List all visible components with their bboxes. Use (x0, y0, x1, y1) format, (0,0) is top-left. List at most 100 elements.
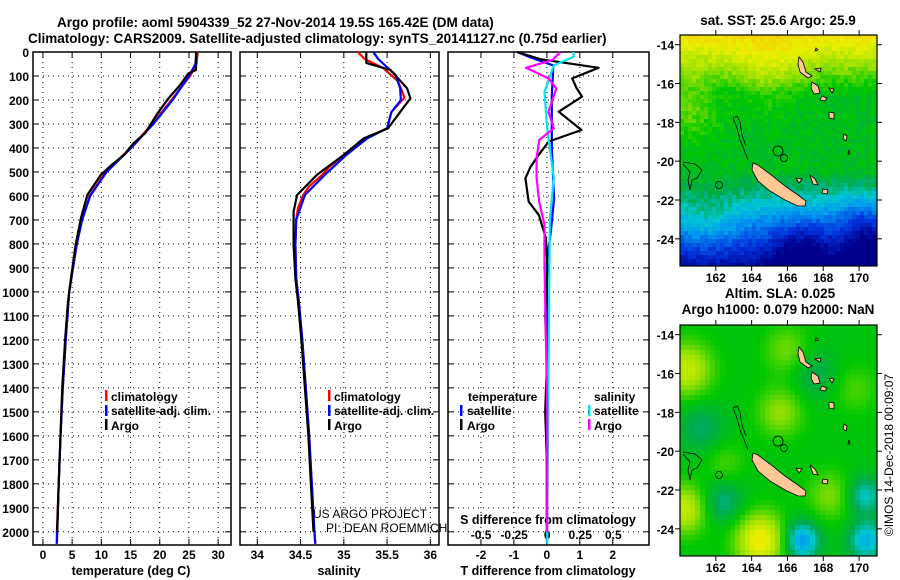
series-argo (56, 52, 198, 532)
sla-map-subtitle: Argo h1000: 0.079 h2000: NaN (682, 302, 875, 317)
lat-tick-label: -16 (657, 78, 675, 92)
depth-tick-label: 1000 (2, 286, 29, 300)
legend-swatch-s-argo (588, 419, 591, 430)
legend-label-argo: Argo (334, 419, 362, 433)
series-t-argo (516, 50, 600, 532)
island-landmass (819, 385, 828, 392)
x-tick-label: 35.5 (375, 548, 399, 562)
reef-outline (715, 471, 723, 479)
x-tick-label: 35 (337, 548, 351, 562)
island-landmass (751, 162, 807, 207)
lon-tick-label: 164 (742, 271, 762, 285)
island-landmass (809, 463, 819, 476)
island-landmass (810, 81, 821, 95)
lon-tick-label: 162 (706, 561, 726, 575)
legend-swatch-climatology (105, 390, 108, 401)
lon-tick-label: 162 (706, 271, 726, 285)
lon-tick-label: 168 (813, 561, 833, 575)
series-argo (292, 52, 412, 532)
copyright-stamp: ©IMOS 14-Dec-2018 00:09:07 (882, 374, 896, 537)
x-tick-label: -2 (476, 548, 487, 562)
series-satellite-adj-clim (55, 51, 198, 544)
depth-tick-label: 600 (9, 190, 29, 204)
lat-tick-label: -20 (657, 155, 675, 169)
island-landmass (797, 346, 813, 369)
lat-tick-label: -22 (657, 194, 675, 208)
reef-outline (772, 145, 784, 157)
x-tick-label: -1 (509, 548, 520, 562)
depth-tick-label: 1800 (2, 478, 29, 492)
lon-tick-label: 164 (742, 561, 762, 575)
x-tick-label: 20 (153, 548, 167, 562)
lat-tick-label: -22 (657, 484, 675, 498)
lat-tick-label: -20 (657, 445, 675, 459)
plot-frame (32, 51, 232, 546)
depth-tick-label: 1700 (2, 454, 29, 468)
legend-label-s-satellite: satellite (594, 404, 639, 418)
t-difference-axis-label: T difference from climatology (460, 564, 635, 578)
depth-tick-label: 0 (22, 46, 29, 60)
reef-outline (772, 435, 784, 447)
sla-map-heatmap (680, 325, 877, 556)
s-tick-label: 0.5 (605, 528, 622, 542)
x-tick-label: 1 (576, 548, 583, 562)
island-landmass (813, 357, 822, 363)
depth-tick-label: 2000 (2, 526, 29, 540)
lat-tick-label: -18 (657, 116, 675, 130)
series-s-satellite (543, 52, 575, 544)
depth-tick-label: 800 (9, 238, 29, 252)
reef-outline (732, 115, 749, 161)
lon-tick-label: 166 (777, 271, 797, 285)
sst-map-heatmap (680, 35, 877, 266)
lon-tick-label: 170 (849, 561, 869, 575)
x-tick-label: 34 (251, 548, 265, 562)
island-landmass (813, 67, 822, 73)
x-tick-label: 25 (182, 548, 196, 562)
island-landmass (828, 111, 835, 120)
lat-tick-label: -14 (657, 39, 675, 53)
legend-label-satellite: satellite-adj. clim. (111, 404, 211, 418)
island-landmass (821, 188, 829, 195)
depth-tick-label: 1400 (2, 382, 29, 396)
island-landmass (821, 478, 829, 485)
s-tick-label: -0.5 (471, 528, 492, 542)
island-landmass (828, 377, 835, 384)
x-tick-label: 36 (424, 548, 438, 562)
lat-tick-label: -24 (657, 523, 675, 537)
sst-map-frame (679, 34, 878, 267)
legend-label-argo: Argo (111, 419, 139, 433)
island-landmass (847, 439, 851, 445)
sla-map-frame (679, 324, 878, 557)
legend-swatch-argo (328, 419, 331, 430)
depth-tick-label: 400 (9, 142, 29, 156)
depth-tick-label: 1100 (3, 310, 29, 324)
x-tick-label: 10 (95, 548, 109, 562)
depth-tick-label: 100 (9, 70, 29, 84)
legend-label-t-satellite: satellite (467, 404, 512, 418)
lat-tick-label: -24 (657, 233, 675, 247)
depth-tick-label: 1600 (2, 430, 29, 444)
reef-outline (682, 451, 703, 481)
legend-swatch-t-satellite (460, 405, 463, 416)
lat-tick-label: -18 (657, 406, 675, 420)
lon-tick-label: 168 (813, 271, 833, 285)
depth-tick-label: 500 (9, 166, 29, 180)
profile-legend-temperature: climatology satellite-adj. clim. Argo (105, 390, 211, 433)
island-landmass (814, 47, 819, 52)
plot-frame (239, 51, 440, 546)
plot-frame (447, 51, 650, 546)
s-tick-label: 0.25 (569, 528, 593, 542)
legend-swatch-argo (105, 419, 108, 430)
series-climatology (55, 51, 199, 544)
depth-tick-label: 1500 (2, 406, 29, 420)
depth-tick-label: 1300 (2, 358, 29, 372)
profile-legend-salinity: climatology satellite-adj. clim. Argo (328, 390, 434, 433)
island-landmass (810, 371, 821, 385)
island-landmass (795, 467, 803, 474)
depth-tick-label: 200 (9, 94, 29, 108)
island-landmass (819, 95, 828, 102)
island-landmass (828, 401, 835, 410)
reef-outline (732, 405, 749, 451)
title-line2: Climatology: CARS2009. Satellite-adjuste… (28, 31, 606, 46)
